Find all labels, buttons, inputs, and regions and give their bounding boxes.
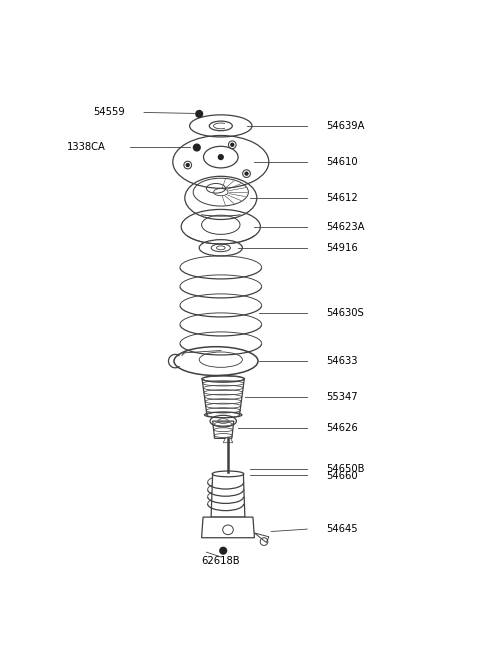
Circle shape bbox=[196, 111, 203, 117]
Text: 54645: 54645 bbox=[326, 524, 358, 534]
Text: 54610: 54610 bbox=[326, 157, 358, 167]
Polygon shape bbox=[223, 438, 233, 443]
Polygon shape bbox=[211, 474, 245, 517]
Circle shape bbox=[220, 548, 227, 554]
Text: 54650B: 54650B bbox=[326, 464, 365, 474]
Circle shape bbox=[231, 143, 234, 146]
Text: 54559: 54559 bbox=[93, 107, 125, 117]
Text: 54630S: 54630S bbox=[326, 308, 364, 318]
Polygon shape bbox=[202, 517, 254, 538]
Text: 54612: 54612 bbox=[326, 193, 358, 203]
Text: 54623A: 54623A bbox=[326, 221, 365, 232]
Ellipse shape bbox=[212, 471, 244, 477]
Circle shape bbox=[186, 164, 189, 166]
Ellipse shape bbox=[223, 525, 233, 534]
Text: 54660: 54660 bbox=[326, 472, 358, 481]
Circle shape bbox=[218, 155, 223, 160]
Text: 55347: 55347 bbox=[326, 392, 358, 402]
Circle shape bbox=[193, 144, 200, 151]
Text: 62618B: 62618B bbox=[202, 556, 240, 566]
Text: 54916: 54916 bbox=[326, 243, 358, 253]
Text: 54633: 54633 bbox=[326, 356, 358, 366]
Text: 1338CA: 1338CA bbox=[67, 142, 106, 152]
Text: 54639A: 54639A bbox=[326, 121, 365, 131]
Circle shape bbox=[245, 172, 248, 175]
Text: 54626: 54626 bbox=[326, 423, 358, 434]
